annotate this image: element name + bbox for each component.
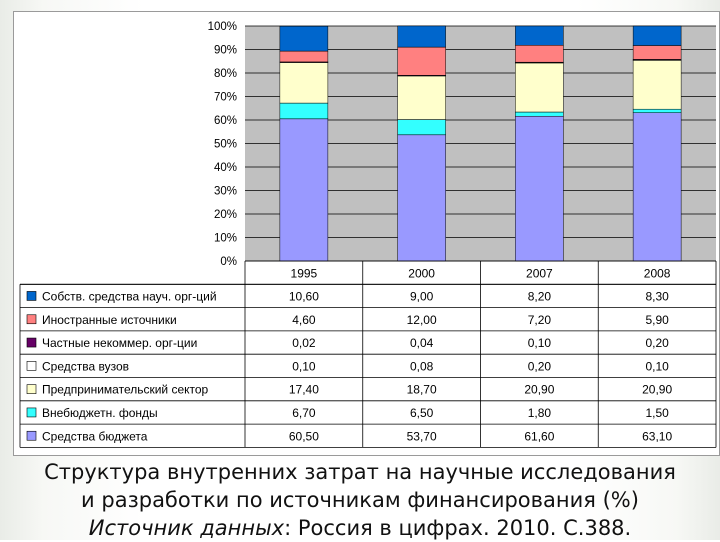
data-label: 0,20 [645, 336, 669, 350]
slide-caption: Структура внутренних затрат на научные и… [0, 458, 720, 542]
data-label: 20,90 [642, 383, 672, 397]
bar-segment [279, 102, 329, 120]
bar-segment [515, 111, 564, 117]
caption-source-label: Источник данных [88, 516, 285, 540]
bar-segment [515, 25, 564, 46]
legend-swatch [26, 407, 37, 418]
data-label: 0,20 [528, 359, 552, 373]
data-label: 1,80 [528, 406, 552, 420]
data-label: 17,40 [289, 383, 319, 397]
x-tick-label: 2008 [644, 267, 671, 281]
x-tick-label: 1995 [291, 267, 318, 281]
data-label: 0,08 [410, 359, 434, 373]
legend-swatch [26, 291, 37, 301]
legend-entry: Иностранные источники [42, 313, 177, 327]
data-label: 4,60 [292, 313, 316, 327]
y-tick-label: 40% [214, 162, 237, 174]
data-table: 1995 2000 2007 2008 Собств. средства науч. о… [19, 260, 717, 448]
legend-entry: Средства вузов [42, 359, 129, 373]
data-label: 8,30 [645, 289, 669, 303]
stacked-bar-chart: 0% 10% 20% 30% 40% 50% 60% 70% 80% 90% 100% 1995 200… [19, 21, 717, 448]
bar-segment [397, 25, 446, 48]
chart-area: 0% 10% 20% 30% 40% 50% 60% 70% 80% 90% 100% 1995 200… [13, 11, 720, 456]
legend-swatch [26, 337, 37, 348]
y-tick-label: 80% [214, 68, 237, 80]
data-label: 6,50 [410, 406, 434, 420]
legend-entry: Предпринимательский сектор [42, 383, 209, 397]
legend-swatch [26, 384, 37, 394]
x-tick-label: 2007 [526, 267, 553, 281]
bar-segment [632, 112, 682, 262]
y-tick-label: 10% [214, 233, 237, 245]
data-label: 0,04 [410, 336, 434, 350]
data-label: 61,60 [524, 429, 554, 443]
caption-title-line-1: Структура внутренних затрат на научные и… [44, 460, 676, 484]
data-label: 5,90 [645, 313, 669, 327]
bar-segment [632, 45, 682, 60]
data-label: 0,10 [292, 359, 316, 373]
legend-entry: Средства бюджета [42, 429, 148, 443]
bar-segment [279, 118, 329, 262]
data-label: 20,90 [524, 383, 554, 397]
data-label: 9,00 [410, 289, 434, 303]
y-tick-label: 60% [214, 115, 237, 127]
bar-segment [279, 61, 329, 104]
bar-segment [632, 108, 682, 113]
y-tick-label: 100% [208, 21, 237, 33]
bar-segment [279, 50, 329, 63]
caption-title-line-2: и разработки по источникам финансировани… [81, 488, 639, 512]
caption-source-text: : Россия в цифрах. 2010. С.388. [284, 516, 632, 540]
caption-source: Источник данных: Россия в цифрах. 2010. … [0, 514, 720, 542]
data-label: 10,60 [289, 289, 319, 303]
data-label: 63,10 [642, 429, 672, 443]
data-label: 6,70 [292, 406, 316, 420]
bar-segment [397, 134, 446, 262]
legend-entry: Внебюджетн. фонды [42, 406, 158, 420]
bar-segment [515, 115, 564, 262]
data-label: 12,00 [407, 313, 437, 327]
bar-segment [397, 119, 446, 136]
data-label: 0,10 [528, 336, 552, 350]
data-label: 53,70 [407, 429, 437, 443]
bar-segment [397, 75, 446, 120]
bar-segment [515, 45, 564, 63]
bar-segment [515, 62, 564, 113]
data-label: 0,10 [645, 359, 669, 373]
legend-swatch [26, 361, 37, 371]
data-label: 18,70 [407, 383, 437, 397]
legend-entry: Частные некоммер. орг-ции [42, 336, 197, 350]
y-tick-label: 30% [214, 186, 237, 198]
x-tick-label: 2000 [408, 267, 435, 281]
data-label: 7,20 [528, 313, 552, 327]
bar-segment [632, 25, 682, 46]
y-tick-label: 90% [214, 45, 237, 57]
data-label: 60,50 [289, 429, 319, 443]
bar-segment [632, 59, 682, 110]
bar-segment [279, 25, 329, 52]
y-tick-label: 20% [214, 209, 237, 221]
bar-segment [397, 46, 446, 76]
y-tick-label: 70% [214, 92, 237, 104]
y-tick-label: 50% [214, 139, 237, 151]
legend-swatch [26, 314, 37, 325]
data-label: 8,20 [528, 289, 552, 303]
legend-entry: Собств. средства науч. орг-ций [42, 289, 217, 303]
data-label: 1,50 [645, 406, 669, 420]
legend-swatch [26, 430, 37, 441]
data-label: 0,02 [292, 336, 316, 350]
y-tick-label: 0% [220, 256, 237, 268]
